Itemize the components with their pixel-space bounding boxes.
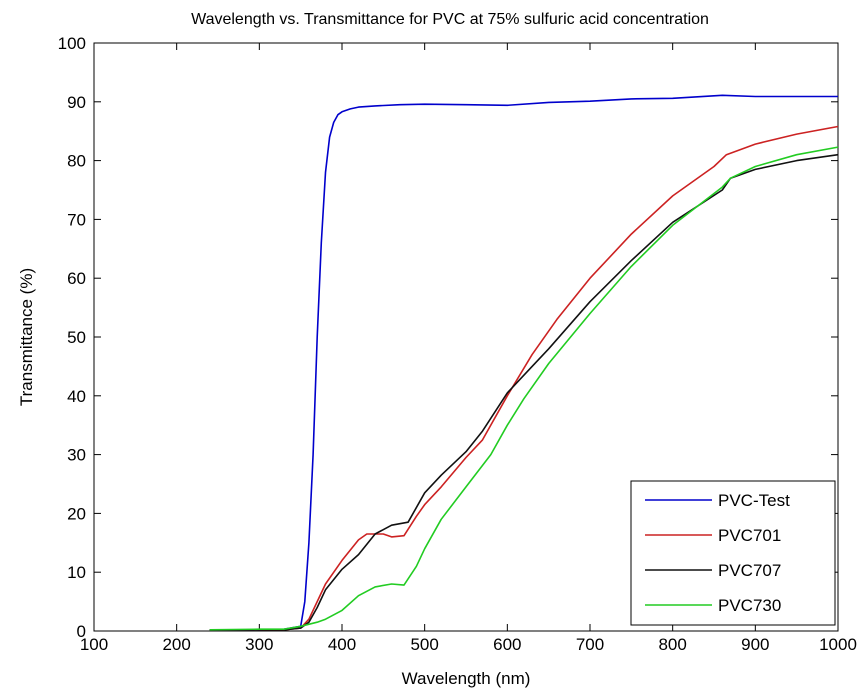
- y-tick-label: 90: [67, 93, 86, 112]
- y-axis-title: Transmittance (%): [17, 268, 36, 406]
- y-tick-label: 30: [67, 446, 86, 465]
- y-tick-label: 20: [67, 504, 86, 523]
- x-tick-label: 700: [576, 635, 604, 654]
- series-line-pvc-test: [209, 94, 838, 631]
- x-tick-label: 400: [328, 635, 356, 654]
- series-layer: [209, 94, 839, 631]
- legend-label: PVC701: [718, 526, 781, 545]
- legend-label: PVC707: [718, 561, 781, 580]
- x-tick-label: 300: [245, 635, 273, 654]
- legend-label: PVC-Test: [718, 491, 790, 510]
- x-tick-label: 1000: [819, 635, 857, 654]
- x-tick-label: 800: [658, 635, 686, 654]
- y-tick-label: 70: [67, 210, 86, 229]
- y-tick-label: 10: [67, 563, 86, 582]
- series-line-pvc730: [209, 146, 839, 631]
- y-tick-label: 40: [67, 387, 86, 406]
- legend-box: [630, 480, 836, 626]
- x-tick-label: 500: [410, 635, 438, 654]
- legend: PVC-Test PVC701 PVC707 PVC730: [630, 480, 836, 626]
- series-line-pvc701: [209, 125, 839, 631]
- x-axis-title: Wavelength (nm): [402, 669, 531, 688]
- x-tick-label: 900: [741, 635, 769, 654]
- y-tick-label: 100: [58, 34, 86, 53]
- legend-label: PVC730: [718, 596, 781, 615]
- y-tick-label: 80: [67, 152, 86, 171]
- x-tick-label: 100: [80, 635, 108, 654]
- y-tick-label: 0: [77, 622, 86, 641]
- x-tick-label: 200: [162, 635, 190, 654]
- y-tick-label: 50: [67, 328, 86, 347]
- x-tick-label: 600: [493, 635, 521, 654]
- ticks-layer: 100 200 300 400 500 600 700 800 900 1000 0 10 20 30 40…: [58, 34, 857, 654]
- chart-title: Wavelength vs. Transmittance for PVC at …: [191, 11, 709, 28]
- y-tick-label: 60: [67, 269, 86, 288]
